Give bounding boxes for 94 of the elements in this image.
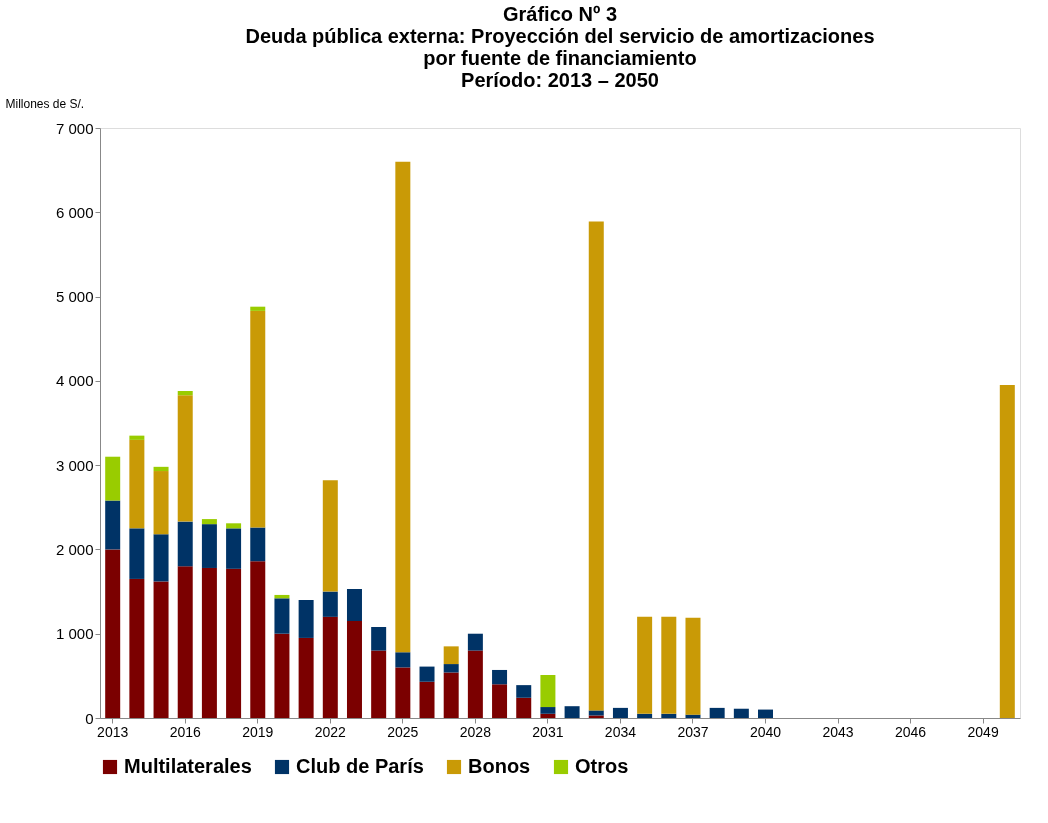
legend-label: Multilaterales (124, 755, 252, 777)
legend-label: Club de París (296, 755, 424, 777)
bar (129, 578, 145, 718)
bar (274, 633, 290, 718)
x-tick-label: 2043 (822, 723, 854, 740)
bar (443, 664, 459, 673)
bar (201, 567, 217, 718)
x-tick-label: 2049 (967, 723, 999, 740)
x-tick-label: 2040 (749, 723, 782, 740)
bar (274, 598, 290, 634)
bar (346, 589, 362, 622)
x-tick-label: 2025 (387, 723, 419, 740)
y-tick-label: 2 000 (55, 540, 94, 558)
x-tick-label: 2016 (169, 723, 202, 740)
y-tick-label: 1 000 (55, 625, 94, 643)
y-tick-label: 4 000 (55, 372, 94, 390)
bar (177, 566, 193, 718)
x-tick-label: 2022 (314, 723, 347, 740)
bar (685, 617, 701, 715)
bar (105, 549, 121, 718)
bar (637, 616, 653, 714)
bar (419, 681, 435, 718)
bar (298, 637, 314, 718)
x-tick-label: 2031 (532, 723, 564, 740)
bar (322, 616, 338, 718)
x-tick-label: 2034 (604, 723, 637, 740)
bar (492, 684, 508, 718)
bar (250, 306, 266, 311)
bar (395, 161, 411, 653)
bar (467, 633, 483, 651)
bar (346, 621, 362, 718)
bar (129, 439, 145, 529)
bar (516, 697, 532, 718)
bar (129, 528, 145, 579)
x-tick-label: 2019 (242, 723, 274, 740)
bar (322, 480, 338, 592)
bar (250, 310, 266, 528)
bar (129, 435, 145, 440)
bar (588, 221, 604, 711)
y-tick-label: 7 000 (55, 119, 94, 137)
bar (395, 652, 411, 668)
bar (709, 707, 725, 718)
bar (153, 534, 169, 582)
bar (443, 672, 459, 718)
x-tick-label: 2028 (459, 723, 492, 740)
bar (201, 524, 217, 568)
bar (612, 707, 628, 718)
bar (298, 600, 314, 638)
y-tick-label: 5 000 (55, 288, 94, 306)
y-tick-label: 3 000 (55, 456, 94, 474)
bar (588, 715, 604, 718)
legend-label: Otros (575, 755, 629, 777)
bar (637, 713, 653, 718)
bar (371, 650, 387, 718)
bar (492, 669, 508, 685)
bar (201, 519, 217, 525)
bar (177, 395, 193, 522)
bar (105, 456, 121, 501)
bar (733, 708, 749, 718)
bar (999, 385, 1015, 718)
bar (395, 667, 411, 718)
bar (588, 710, 604, 716)
bar (153, 466, 169, 472)
bar (177, 390, 193, 396)
y-tick-label: 0 (85, 709, 94, 727)
bar (564, 706, 580, 718)
bar (540, 713, 556, 718)
y-axis-title: Millones de S/. (5, 96, 85, 111)
bar (540, 707, 556, 714)
legend-label: Bonos (468, 755, 531, 777)
bar (250, 527, 266, 562)
bar (516, 685, 532, 698)
chart-title: Gráfico Nº 3 Deuda pública externa: Proyección del servicio de amortizaciones por fuente de financiamiento Período: 2013 – 2050 (245, 3, 875, 91)
bar (153, 471, 169, 535)
bar (226, 568, 242, 718)
bar (250, 561, 266, 718)
y-tick-label: 6 000 (55, 203, 94, 221)
bar (661, 616, 677, 714)
bar (661, 713, 677, 718)
x-tick-label: 2037 (677, 723, 709, 740)
bar (467, 650, 483, 718)
bar (177, 521, 193, 567)
x-tick-label: 2046 (895, 723, 927, 740)
bar (105, 500, 121, 550)
bar (226, 528, 242, 569)
bar (322, 591, 338, 617)
bar (153, 581, 169, 718)
bar (419, 666, 435, 682)
bar (371, 626, 387, 651)
bar (540, 675, 556, 708)
bar (226, 523, 242, 529)
bar (758, 709, 774, 718)
bar (443, 646, 459, 665)
x-tick-label: 2013 (97, 723, 129, 740)
